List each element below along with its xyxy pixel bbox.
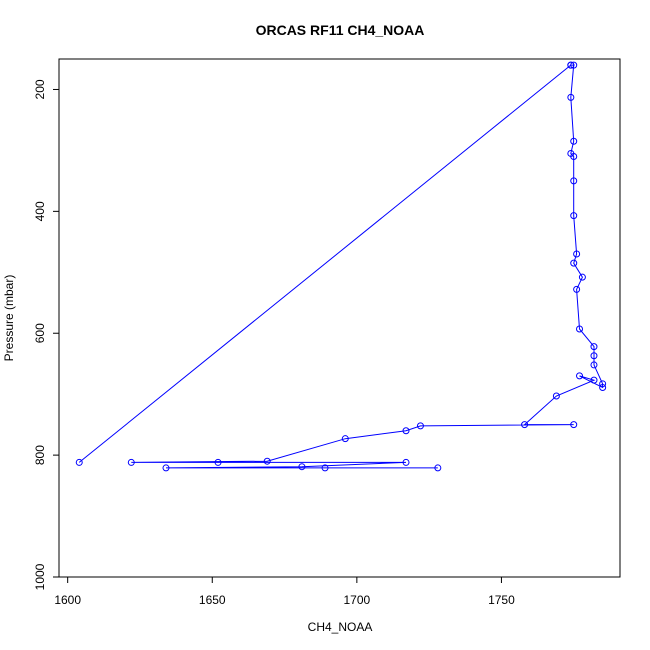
data-point: [590, 376, 598, 384]
y-axis: 200 400 600 800 1000: [33, 79, 60, 590]
plot-frame: [58, 58, 621, 578]
data-point: [127, 458, 135, 466]
data-point: [599, 383, 607, 391]
data-point: [402, 458, 410, 466]
data-point: [570, 212, 578, 220]
data-point: [576, 372, 584, 380]
data-point: [570, 137, 578, 145]
y-tick-label: 600: [33, 323, 47, 343]
x-tick-label: 1700: [343, 593, 370, 607]
data-point: [599, 380, 607, 388]
data-point: [75, 458, 83, 466]
data-point: [576, 325, 584, 333]
series-line: [78, 64, 604, 469]
data-point: [162, 464, 170, 472]
x-axis-label: CH4_NOAA: [308, 620, 373, 634]
y-tick-label: 800: [33, 445, 47, 465]
chart-title: ORCAS RF11 CH4_NOAA: [256, 22, 425, 38]
y-tick-label: 1000: [33, 563, 47, 590]
data-point: [567, 61, 575, 69]
data-point: [590, 361, 598, 369]
data-point: [570, 153, 578, 161]
data-point: [402, 427, 410, 435]
x-tick-label: 1750: [488, 593, 515, 607]
data-point: [263, 457, 271, 465]
y-tick-label: 200: [33, 79, 47, 99]
data-point: [416, 422, 424, 430]
x-tick-label: 1650: [199, 593, 226, 607]
data-point: [570, 421, 578, 429]
data-point: [214, 458, 222, 466]
data-point: [570, 61, 578, 69]
data-point: [573, 250, 581, 258]
data-point: [341, 435, 349, 443]
data-point: [521, 421, 529, 429]
data-point: [590, 343, 598, 351]
data-point: [567, 93, 575, 101]
series-group: [75, 61, 607, 472]
data-point: [578, 273, 586, 281]
x-tick-label: 1600: [54, 593, 81, 607]
data-point: [321, 464, 329, 472]
data-point: [434, 464, 442, 472]
data-point: [298, 463, 306, 471]
data-point: [552, 392, 560, 400]
y-tick-label: 400: [33, 201, 47, 221]
data-point: [573, 285, 581, 293]
data-point: [570, 259, 578, 267]
x-axis: 1600 1650 1700 1750: [54, 576, 515, 607]
data-point: [590, 352, 598, 360]
data-point: [570, 177, 578, 185]
y-axis-label: Pressure (mbar): [2, 275, 16, 362]
